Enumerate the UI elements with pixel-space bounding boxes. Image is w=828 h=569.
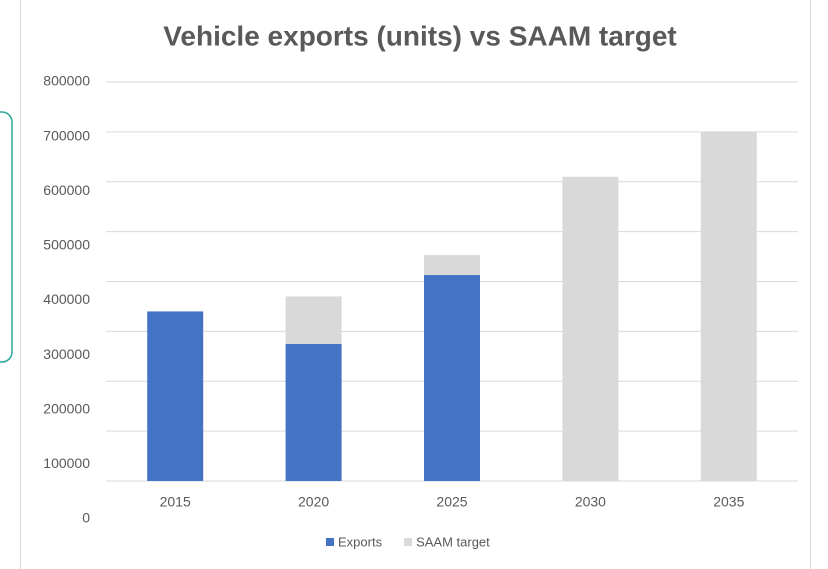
chart-title: Vehicle exports (units) vs SAAM target [163, 20, 676, 51]
bar [700, 131, 757, 481]
legend-swatch [326, 538, 334, 546]
y-tick-label: 700000 [43, 127, 90, 143]
chart-frame [20, 0, 811, 569]
y-tick-label: 300000 [43, 346, 90, 362]
x-tick-label: 2030 [575, 494, 606, 510]
y-tick-label: 800000 [43, 73, 90, 89]
y-tick-label: 0 [82, 510, 90, 526]
x-tick-label: 2035 [713, 494, 744, 510]
bar [424, 255, 480, 276]
legend-label: Exports [338, 534, 383, 549]
y-tick-label: 400000 [43, 291, 90, 307]
side-frame [0, 111, 13, 363]
y-tick-label: 100000 [43, 455, 90, 471]
bar [424, 275, 480, 481]
bar [285, 343, 342, 481]
y-tick-label: 600000 [43, 182, 90, 198]
legend-label: SAAM target [416, 534, 490, 549]
x-tick-label: 2025 [436, 494, 467, 510]
y-tick-label: 500000 [43, 237, 90, 253]
bar [285, 296, 342, 344]
x-tick-label: 2015 [160, 494, 191, 510]
bar [562, 176, 619, 481]
legend-swatch [404, 538, 413, 546]
y-tick-label: 200000 [43, 400, 90, 416]
x-tick-label: 2020 [298, 494, 329, 510]
bar [147, 311, 204, 481]
